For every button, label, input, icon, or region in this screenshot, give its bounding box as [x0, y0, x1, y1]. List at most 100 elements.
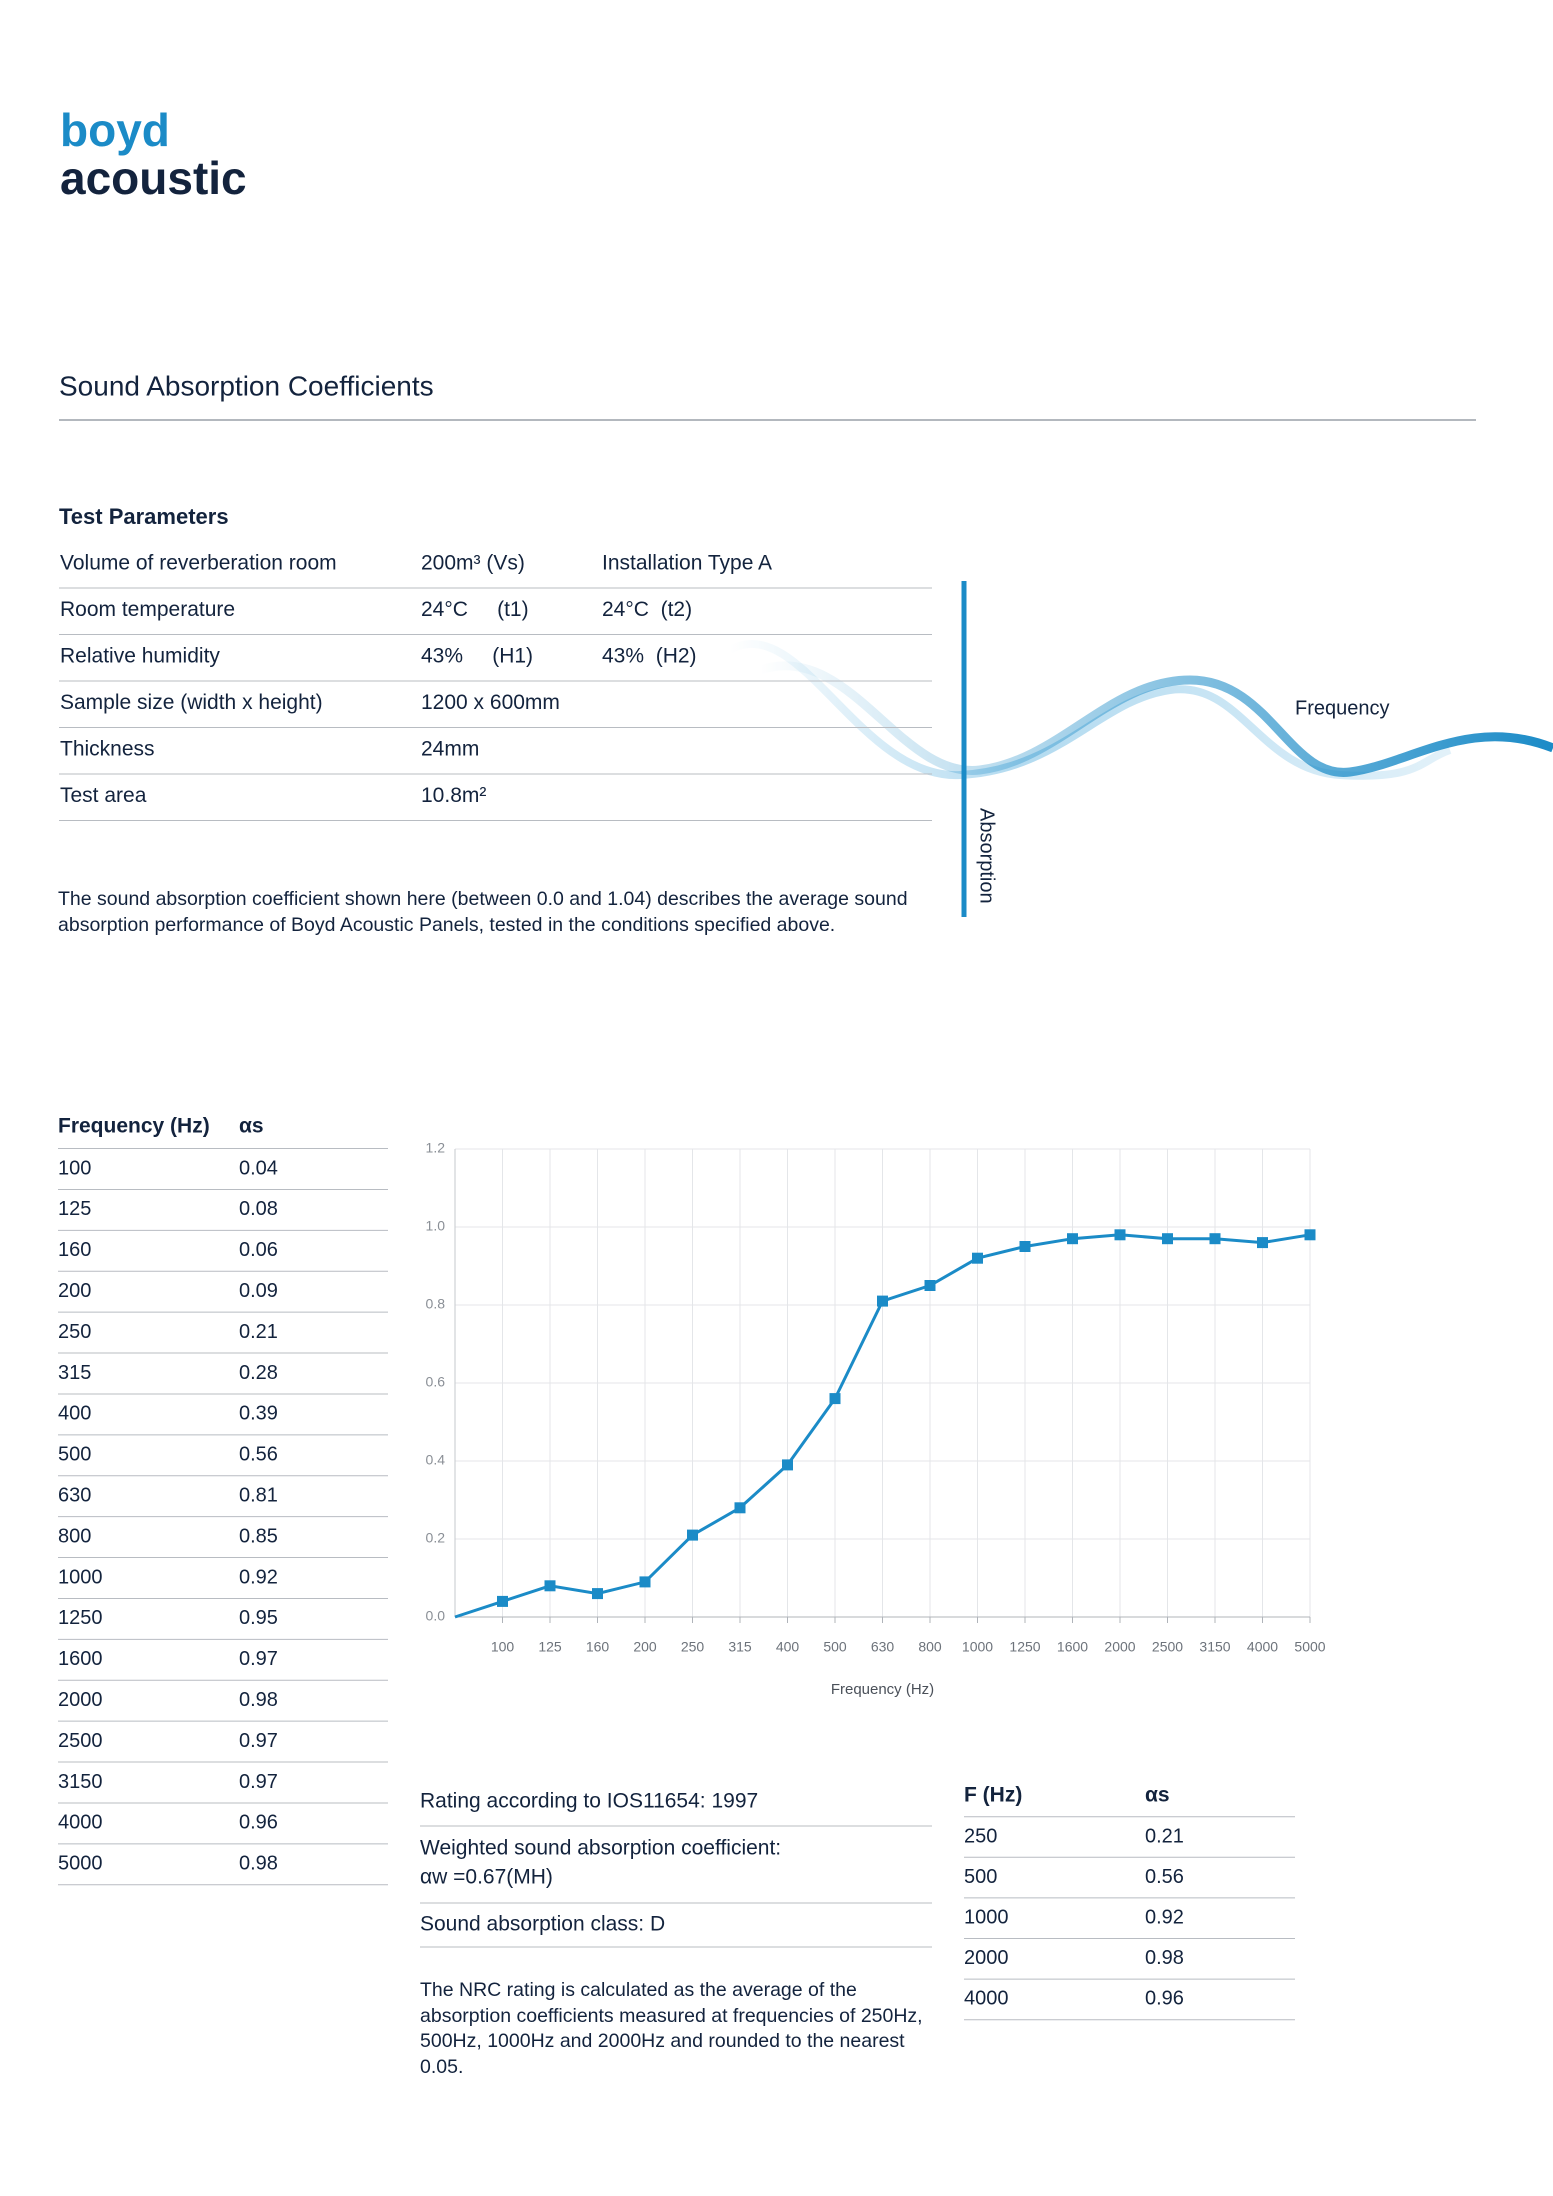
table-cell: 0.06: [239, 1239, 278, 1261]
table-cell: 0.08: [239, 1198, 278, 1220]
param-cell: 24°C (t1): [421, 598, 529, 621]
table-cell: 1250: [58, 1607, 103, 1629]
table-cell: 315: [58, 1362, 91, 1384]
rating-text: Weighted sound absorption coefficient:: [420, 1837, 781, 1860]
table-header: Frequency (Hz): [58, 1115, 210, 1138]
rating-text: αw =0.67(MH): [420, 1866, 553, 1889]
table-cell: 4000: [964, 1988, 1009, 2010]
wave-decoration: [728, 639, 1452, 780]
data-point: [544, 1580, 556, 1592]
data-point: [972, 1252, 983, 1264]
table-cell: 1000: [964, 1906, 1009, 1928]
data-point: [782, 1459, 793, 1471]
table-cell: 0.21: [239, 1321, 278, 1343]
y-tick-label: 1.2: [426, 1140, 446, 1156]
param-cell: 43% (H2): [602, 645, 697, 668]
data-point: [687, 1529, 698, 1541]
param-cell: Relative humidity: [60, 645, 220, 668]
param-cell: Thickness: [60, 738, 155, 761]
table-cell: 0.92: [1145, 1906, 1184, 1928]
table-header: αs: [1145, 1784, 1170, 1807]
x-tick-label: 5000: [1294, 1639, 1325, 1655]
table-cell: 0.97: [239, 1771, 278, 1793]
logo: boyd: [60, 104, 170, 156]
data-point: [1304, 1229, 1316, 1241]
diagram-label: Frequency: [1295, 697, 1390, 719]
table-cell: 500: [58, 1444, 91, 1466]
x-tick-label: 100: [491, 1639, 515, 1655]
x-tick-label: 800: [918, 1639, 942, 1655]
table-header: αs: [239, 1115, 264, 1138]
param-cell: Sample size (width x height): [60, 691, 323, 714]
table-cell: 0.56: [239, 1444, 278, 1466]
table-cell: 0.96: [1145, 1988, 1184, 2010]
section-heading: Test Parameters: [59, 504, 229, 529]
data-point: [1067, 1233, 1078, 1245]
data-point: [1257, 1237, 1268, 1249]
x-tick-label: 630: [871, 1639, 895, 1655]
table-cell: 500: [964, 1866, 997, 1888]
x-tick-label: 1000: [962, 1639, 993, 1655]
data-point: [592, 1588, 603, 1600]
table-cell: 2000: [964, 1947, 1009, 1969]
table-cell: 0.21: [1145, 1825, 1184, 1847]
table-cell: 100: [58, 1157, 91, 1179]
param-cell: 24mm: [421, 738, 479, 761]
note: The sound absorption coefficient shown h…: [58, 888, 908, 936]
y-tick-label: 1.0: [426, 1218, 446, 1234]
table-cell: 160: [58, 1239, 91, 1261]
table-cell: 0.98: [1145, 1947, 1184, 1969]
table-cell: 0.92: [239, 1566, 278, 1588]
param-cell: 10.8m²: [421, 784, 486, 807]
data-point: [829, 1393, 841, 1405]
param-cell: 24°C (t2): [602, 598, 692, 621]
x-tick-label: 315: [728, 1639, 752, 1655]
table-cell: 0.97: [239, 1648, 278, 1670]
x-tick-label: 4000: [1247, 1639, 1278, 1655]
data-point: [1209, 1233, 1221, 1245]
y-tick-label: 0.0: [426, 1608, 446, 1624]
x-tick-label: 1600: [1057, 1639, 1088, 1655]
table-cell: 2000: [58, 1689, 103, 1711]
table-cell: 1000: [58, 1566, 103, 1588]
param-cell: 1200 x 600mm: [421, 691, 560, 714]
table-cell: 5000: [58, 1853, 103, 1875]
param-cell: Room temperature: [60, 598, 235, 621]
y-tick-label: 0.6: [426, 1374, 446, 1390]
y-tick-label: 0.8: [426, 1296, 446, 1312]
table-cell: 250: [964, 1825, 997, 1847]
y-tick-label: 0.2: [426, 1530, 446, 1546]
page-title: Sound Absorption Coefficients: [59, 370, 434, 401]
table-cell: 2500: [58, 1730, 103, 1752]
table-cell: 0.81: [239, 1484, 278, 1506]
rating-text: Rating according to IOS11654: 1997: [420, 1790, 758, 1813]
x-tick-label: 400: [776, 1639, 800, 1655]
rating-text: Sound absorption class: D: [420, 1913, 665, 1936]
param-cell: Volume of reverberation room: [60, 552, 337, 575]
data-point: [1114, 1229, 1126, 1241]
table-cell: 0.39: [239, 1403, 278, 1425]
table-cell: 0.85: [239, 1525, 278, 1547]
table-cell: 0.98: [239, 1689, 278, 1711]
data-point: [924, 1280, 936, 1291]
table-cell: 0.28: [239, 1362, 278, 1384]
x-tick-label: 3150: [1199, 1639, 1230, 1655]
data-point: [734, 1502, 746, 1514]
table-cell: 125: [58, 1198, 91, 1220]
table-cell: 0.09: [239, 1280, 278, 1302]
data-point: [1162, 1233, 1173, 1245]
x-tick-label: 200: [633, 1639, 657, 1655]
table-cell: 400: [58, 1403, 91, 1425]
table-cell: 250: [58, 1321, 91, 1343]
table-header: F (Hz): [964, 1784, 1022, 1807]
table-cell: 200: [58, 1280, 91, 1302]
x-tick-label: 2500: [1152, 1639, 1183, 1655]
table-cell: 0.98: [239, 1853, 278, 1875]
data-point: [1019, 1241, 1031, 1252]
diagram-label: Absorption: [976, 808, 998, 904]
table-cell: 800: [58, 1525, 91, 1547]
x-tick-label: 250: [681, 1639, 705, 1655]
param-cell: 200m³ (Vs): [421, 552, 525, 575]
